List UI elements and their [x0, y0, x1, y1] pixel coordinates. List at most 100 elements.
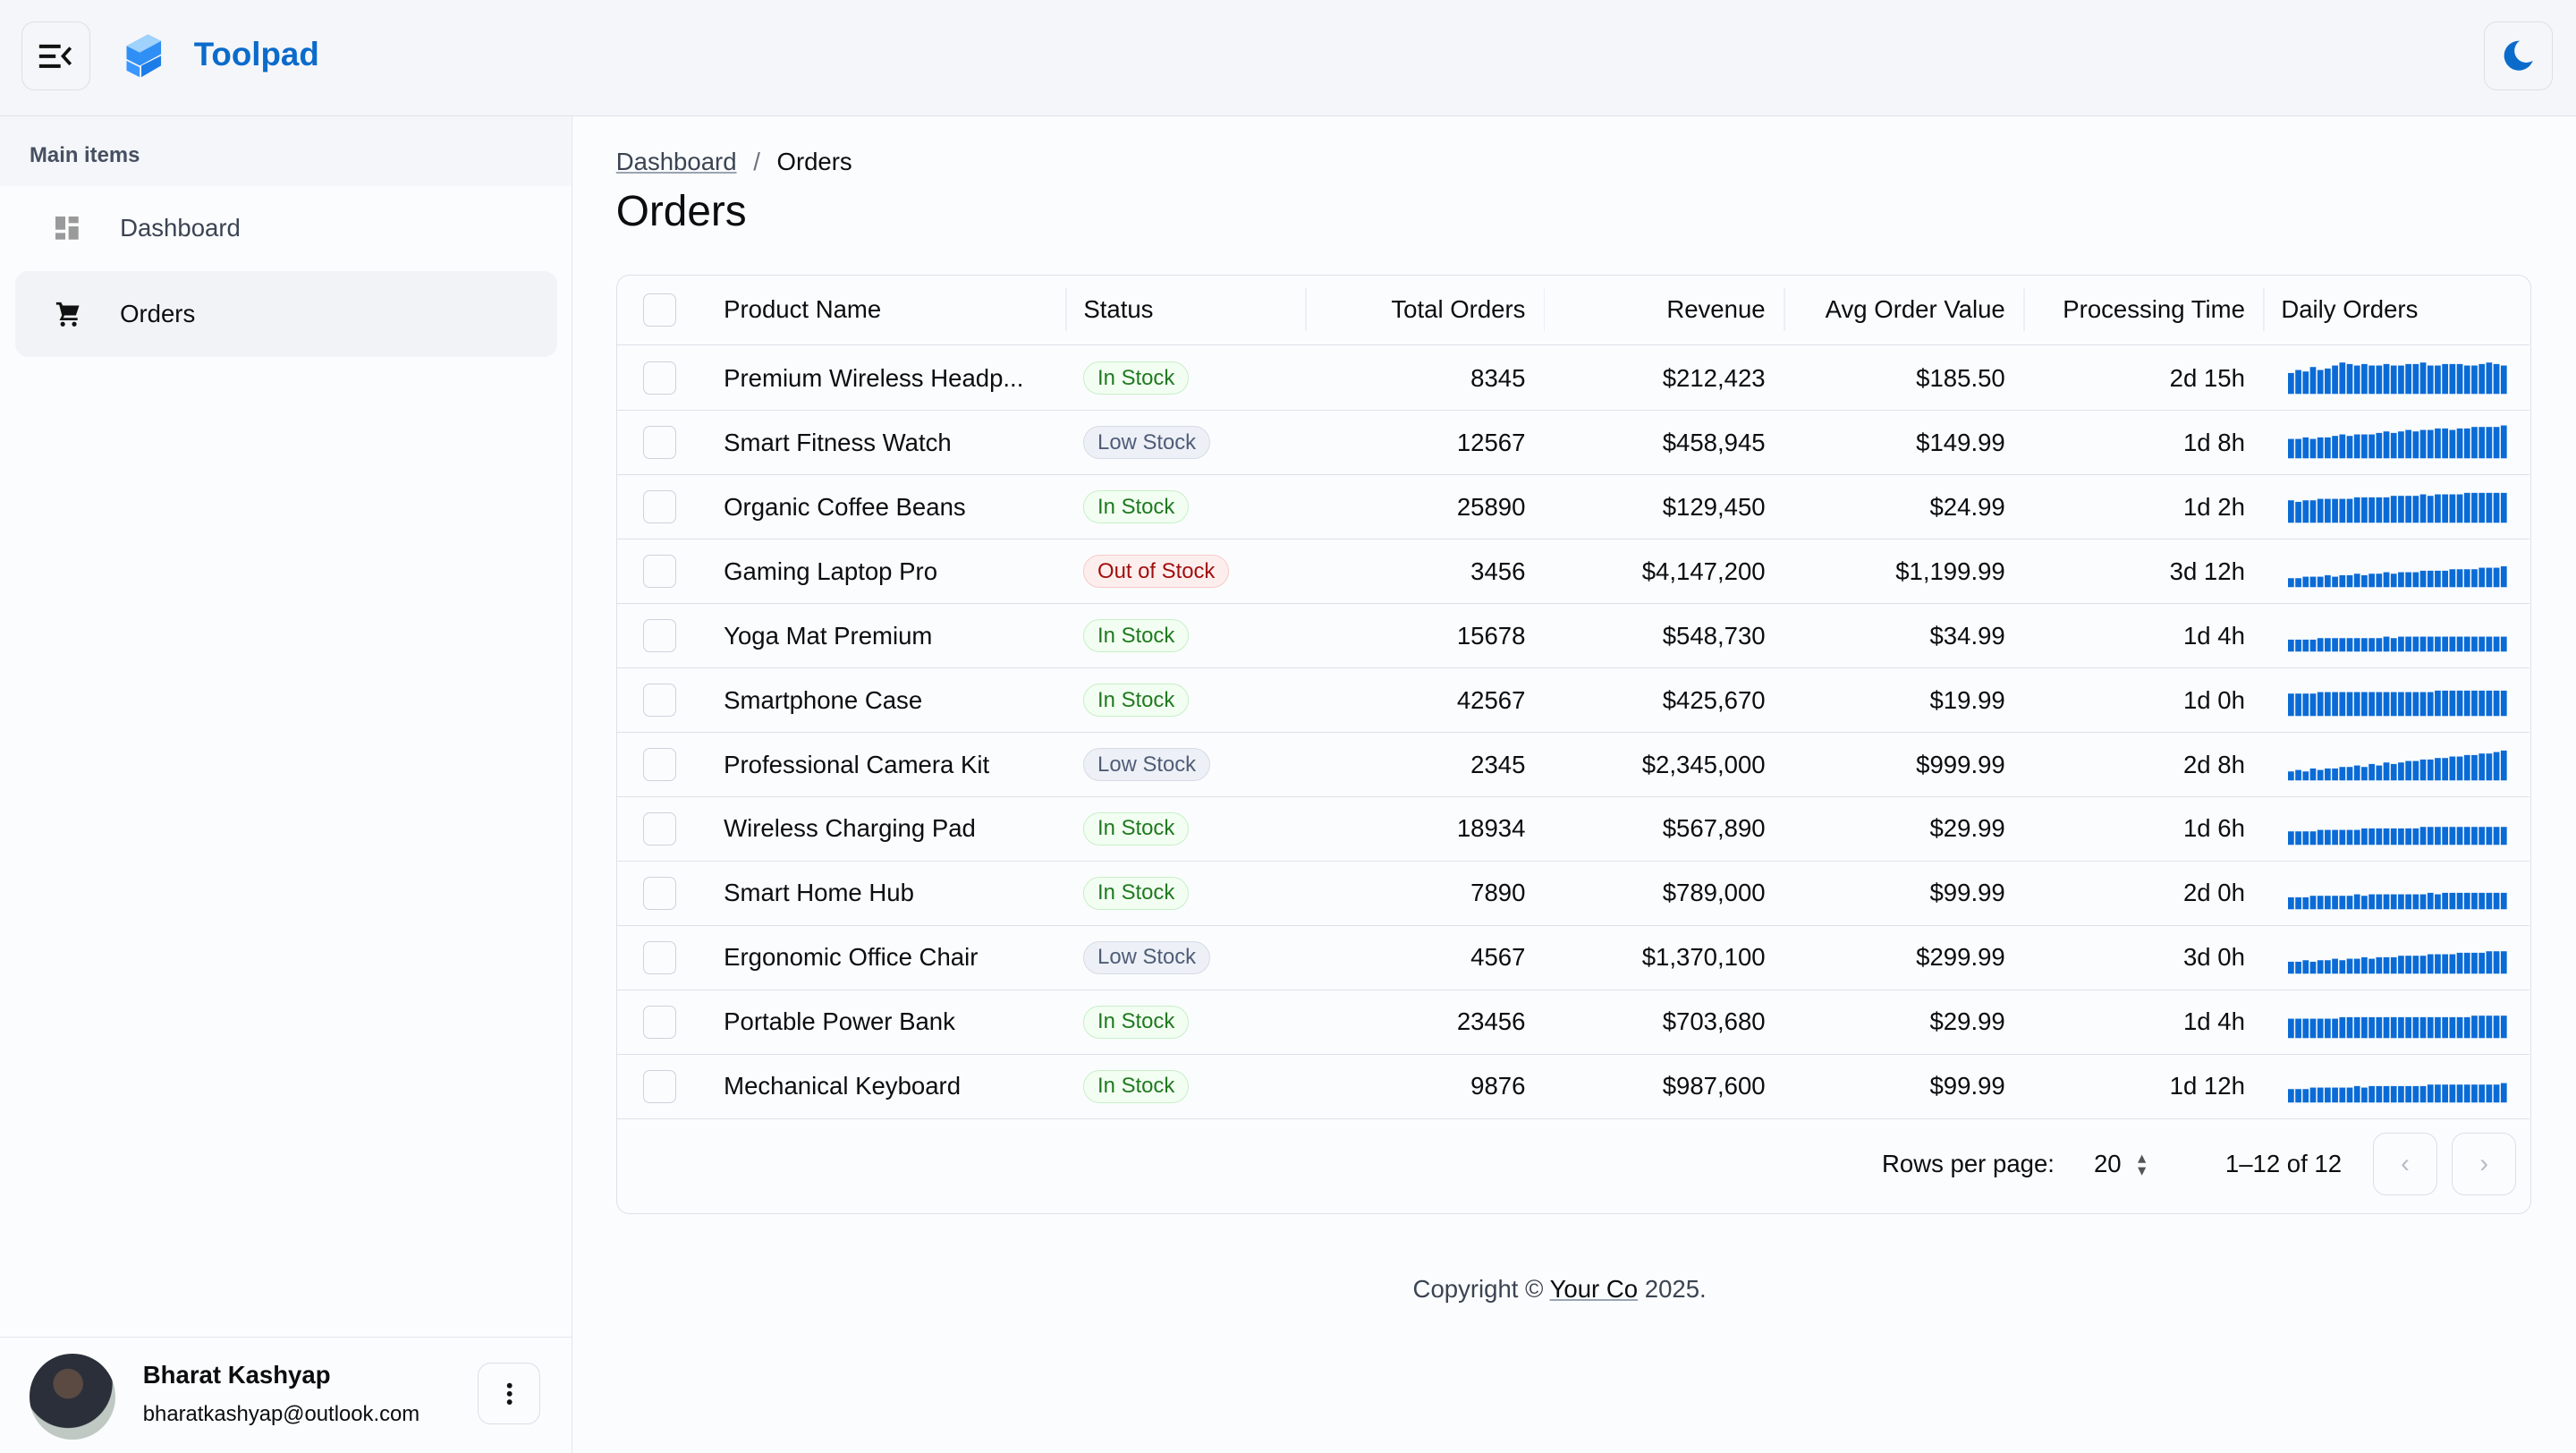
company-link[interactable]: Your Co: [1549, 1275, 1639, 1304]
sparkline-bar: [2441, 1083, 2448, 1102]
sparkline-bar: [2427, 759, 2434, 780]
row-checkbox[interactable]: [643, 490, 676, 523]
sparkline-bar: [2441, 570, 2448, 587]
table-row[interactable]: Smartphone Case In Stock 42567 $425,670 $19.…: [616, 668, 2529, 734]
collapse-menu-button[interactable]: [21, 21, 91, 91]
sparkline-bar: [2339, 1016, 2345, 1038]
sparkline-bar: [2360, 956, 2368, 973]
sparkline-bar: [2486, 567, 2492, 587]
sparkline-bar: [2412, 894, 2419, 909]
sparkline-bar: [2500, 950, 2507, 973]
sparkline-bar: [2397, 365, 2404, 394]
sparkline-bar: [2470, 636, 2478, 651]
daily-orders-sparkline: [2287, 361, 2507, 394]
user-email: bharatkashyap@outlook.com: [142, 1401, 420, 1426]
sparkline-bar: [2486, 826, 2492, 845]
row-checkbox[interactable]: [643, 684, 676, 717]
sparkline-bar: [2470, 365, 2478, 394]
rows-per-page-select[interactable]: 20 ▴ ▾: [2094, 1130, 2146, 1199]
table-row[interactable]: Premium Wireless Headp... In Stock 8345 $21…: [616, 346, 2529, 412]
avatar[interactable]: [30, 1354, 115, 1440]
row-checkbox[interactable]: [643, 1006, 676, 1039]
sparkline-bar: [2324, 637, 2331, 651]
sparkline-bar: [2287, 896, 2294, 909]
sparkline-bar: [2500, 492, 2507, 523]
sidebar-item-label: Dashboard: [120, 214, 241, 242]
sidebar-item-orders[interactable]: Orders: [14, 271, 557, 357]
sparkline-bar: [2294, 769, 2301, 780]
row-checkbox[interactable]: [643, 555, 676, 588]
sparkline-bar: [2500, 365, 2507, 394]
sidebar-item-dashboard[interactable]: Dashboard: [15, 186, 557, 272]
row-checkbox[interactable]: [643, 426, 676, 459]
sparkline-bar: [2419, 1085, 2427, 1102]
total-orders: 4567: [1470, 943, 1526, 972]
table-row[interactable]: Portable Power Bank In Stock 23456 $703,680…: [616, 990, 2529, 1056]
sparkline-bar: [2331, 576, 2338, 587]
select-all-checkbox[interactable]: [643, 293, 676, 327]
sparkline-bar: [2441, 1016, 2448, 1038]
avg-order-value: $149.99: [1916, 428, 2005, 456]
column-header-total-orders[interactable]: Total Orders: [1391, 295, 1526, 324]
sparkline-bar: [2346, 766, 2353, 780]
processing-time: 2d 0h: [2182, 879, 2245, 907]
row-checkbox[interactable]: [643, 812, 676, 845]
column-header-daily-orders[interactable]: Daily Orders: [2281, 295, 2419, 324]
sparkline-bar: [2339, 766, 2345, 780]
sidebar-section-header: Main items: [0, 116, 572, 186]
orders-table: Product Name Status Total Orders Revenue…: [615, 274, 2532, 1215]
revenue: $548,730: [1662, 621, 1766, 650]
processing-time: 1d 6h: [2182, 814, 2245, 843]
row-checkbox[interactable]: [643, 1070, 676, 1103]
column-header-status[interactable]: Status: [1083, 295, 1154, 324]
table-row[interactable]: Smart Home Hub In Stock 7890 $789,000 $99.99…: [616, 862, 2529, 927]
table-row[interactable]: Smart Fitness Watch Low Stock 12567 $458,94…: [616, 411, 2529, 476]
breadcrumb-dashboard-link[interactable]: Dashboard: [615, 148, 737, 176]
sparkline-bar: [2346, 958, 2353, 973]
table-row[interactable]: Ergonomic Office Chair Low Stock 4567 $1,37…: [616, 926, 2529, 991]
table-row[interactable]: Gaming Laptop Pro Out of Stock 3456 $4,147,…: [616, 540, 2529, 605]
sparkline-bar: [2486, 690, 2492, 716]
sparkline-bar: [2309, 961, 2317, 973]
sparkline-bar: [2309, 768, 2317, 780]
table-row[interactable]: Yoga Mat Premium In Stock 15678 $548,730 $34…: [616, 604, 2529, 669]
row-checkbox[interactable]: [643, 619, 676, 652]
dashboard-icon: [55, 217, 80, 241]
column-header-processing-time[interactable]: Processing Time: [2063, 295, 2245, 324]
next-page-button[interactable]: ›: [2452, 1133, 2516, 1196]
table-row[interactable]: Professional Camera Kit Low Stock 2345 $2,3…: [616, 733, 2529, 798]
sparkline-bar: [2404, 636, 2411, 651]
total-orders: 8345: [1470, 363, 1526, 392]
sparkline-bar: [2493, 892, 2500, 909]
previous-page-button[interactable]: ‹: [2373, 1133, 2437, 1196]
user-options-button[interactable]: [478, 1362, 541, 1425]
theme-toggle-button[interactable]: [2484, 21, 2554, 91]
row-checkbox[interactable]: [643, 748, 676, 781]
sparkline-bar: [2390, 828, 2397, 845]
sparkline-bar: [2324, 959, 2331, 973]
sparkline-bar: [2486, 950, 2492, 973]
table-row[interactable]: Organic Coffee Beans In Stock 25890 $129,45…: [616, 475, 2529, 540]
sparkline-bar: [2346, 829, 2353, 845]
row-checkbox[interactable]: [643, 941, 676, 974]
app-title[interactable]: Toolpad: [193, 36, 319, 73]
status-badge: In Stock: [1083, 618, 1189, 653]
sparkline-bar: [2456, 1016, 2463, 1038]
sparkline-bar: [2317, 895, 2324, 909]
avg-order-value: $299.99: [1916, 943, 2005, 972]
sparkline-bar: [2294, 577, 2301, 587]
column-header-avg-order-value[interactable]: Avg Order Value: [1825, 295, 2005, 324]
sparkline-bar: [2376, 365, 2382, 394]
column-header-product-name[interactable]: Product Name: [724, 295, 882, 324]
table-row[interactable]: Wireless Charging Pad In Stock 18934 $567,8…: [616, 797, 2529, 862]
sparkline-bar: [2360, 637, 2368, 651]
row-checkbox[interactable]: [643, 877, 676, 910]
sparkline-bar: [2434, 365, 2441, 394]
sparkline-bar: [2360, 1016, 2368, 1038]
column-header-revenue[interactable]: Revenue: [1666, 295, 1766, 324]
sparkline-bar: [2383, 692, 2390, 716]
row-checkbox[interactable]: [643, 361, 676, 395]
revenue: $212,423: [1662, 363, 1766, 392]
table-row[interactable]: Mechanical Keyboard In Stock 9876 $987,600 $…: [616, 1055, 2529, 1120]
sparkline-bar: [2309, 1018, 2317, 1038]
